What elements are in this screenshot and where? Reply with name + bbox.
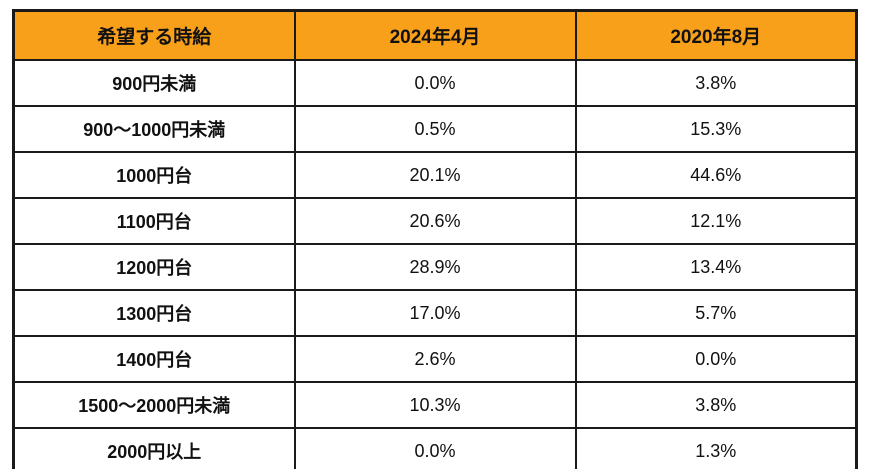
row-label: 2000円以上 [12,427,296,469]
row-value: 10.3% [293,381,577,429]
table-row: 1400円台 2.6% 0.0% [12,335,858,383]
table-row: 1100円台 20.6% 12.1% [12,197,858,245]
column-header-2020-08: 2020年8月 [574,9,858,61]
table-row: 2000円以上 0.0% 1.3% [12,427,858,469]
table-row: 900円未満 0.0% 3.8% [12,59,858,107]
table-row: 1500〜2000円未満 10.3% 3.8% [12,381,858,429]
table-header: 希望する時給 2024年4月 2020年8月 [12,9,858,61]
row-value: 44.6% [574,151,858,199]
row-value: 0.5% [293,105,577,153]
row-value: 0.0% [293,59,577,107]
table-header-row: 希望する時給 2024年4月 2020年8月 [12,9,858,61]
row-label: 1500〜2000円未満 [12,381,296,429]
row-value: 2.6% [293,335,577,383]
row-label: 1100円台 [12,197,296,245]
row-label: 1200円台 [12,243,296,291]
table-row: 1300円台 17.0% 5.7% [12,289,858,337]
row-value: 28.9% [293,243,577,291]
row-value: 20.1% [293,151,577,199]
table-row: 1200円台 28.9% 13.4% [12,243,858,291]
row-value: 0.0% [293,427,577,469]
row-label: 1400円台 [12,335,296,383]
row-value: 5.7% [574,289,858,337]
row-value: 12.1% [574,197,858,245]
row-label: 900〜1000円未満 [12,105,296,153]
row-value: 1.3% [574,427,858,469]
table-body: 900円未満 0.0% 3.8% 900〜1000円未満 0.5% 15.3% 1000円台… [12,59,858,469]
column-header-2024-04: 2024年4月 [293,9,577,61]
row-value: 20.6% [293,197,577,245]
row-label: 1000円台 [12,151,296,199]
wage-comparison-table: 希望する時給 2024年4月 2020年8月 900円未満 0.0% 3.8% 900… [12,9,858,469]
row-value: 3.8% [574,59,858,107]
row-value: 17.0% [293,289,577,337]
column-header-wage: 希望する時給 [12,9,296,61]
table-row: 900〜1000円未満 0.5% 15.3% [12,105,858,153]
row-label: 1300円台 [12,289,296,337]
row-value: 0.0% [574,335,858,383]
row-value: 15.3% [574,105,858,153]
table-row: 1000円台 20.1% 44.6% [12,151,858,199]
row-label: 900円未満 [12,59,296,107]
row-value: 3.8% [574,381,858,429]
row-value: 13.4% [574,243,858,291]
